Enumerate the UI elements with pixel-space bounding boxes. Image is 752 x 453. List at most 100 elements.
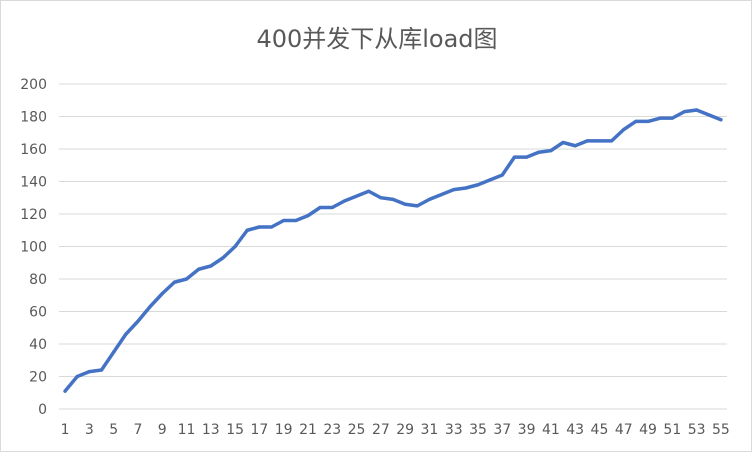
series-line-0 [63, 108, 723, 393]
x-tick-label: 3 [85, 422, 94, 438]
data-point [294, 218, 298, 223]
y-tick-label: 20 [29, 370, 47, 386]
y-tick-label: 100 [20, 240, 47, 256]
y-tick-label: 80 [29, 272, 47, 288]
data-point [439, 192, 444, 197]
y-tick-label: 40 [29, 337, 47, 353]
data-point [367, 189, 371, 193]
data-point [124, 332, 128, 336]
data-point [452, 188, 456, 192]
x-tick-label: 19 [275, 422, 293, 438]
x-tick-label: 33 [445, 422, 463, 438]
data-point [87, 370, 91, 374]
data-point [306, 214, 310, 218]
x-tick-label: 9 [158, 422, 167, 438]
x-tick-label: 29 [396, 422, 414, 438]
x-tick-label: 13 [202, 422, 220, 438]
data-point [112, 350, 116, 354]
x-tick-label: 21 [299, 422, 317, 438]
x-tick-label: 43 [566, 422, 584, 438]
x-tick-label: 27 [372, 422, 390, 438]
x-tick-label: 35 [469, 422, 487, 438]
x-tick-label: 15 [226, 422, 244, 438]
data-point [99, 368, 104, 372]
data-point [476, 183, 480, 187]
series-layer [63, 108, 723, 393]
data-point [707, 113, 711, 117]
data-point [561, 140, 565, 145]
data-point [403, 202, 407, 206]
x-tick-label: 25 [348, 422, 366, 438]
data-point [549, 149, 553, 153]
data-point [233, 244, 237, 249]
data-point [695, 108, 699, 112]
x-tick-labels: 1 3 5 7 9 11 13 15 17 19 21 23 25 27 29 31 33 35 37 39 41 43 4… [61, 422, 730, 438]
data-point [318, 205, 322, 210]
data-point [512, 155, 517, 159]
data-point [391, 197, 395, 201]
data-point [136, 319, 140, 323]
data-point [658, 116, 662, 120]
x-tick-label: 53 [688, 422, 706, 438]
data-point [282, 218, 286, 223]
y-tick-label: 200 [20, 77, 47, 93]
data-point [197, 267, 201, 271]
x-tick-label: 31 [421, 422, 439, 438]
data-point [354, 194, 359, 198]
data-point [427, 197, 432, 201]
data-point [682, 110, 687, 114]
x-tick-label: 17 [250, 422, 268, 438]
y-tick-labels: 0 20 40 60 80 100 120 140 160 180 200 [20, 77, 47, 418]
x-tick-label: 5 [109, 422, 118, 438]
y-tick-label: 160 [20, 142, 47, 158]
data-point [573, 144, 577, 148]
x-tick-label: 49 [639, 422, 657, 438]
gridlines [59, 83, 727, 410]
data-point [379, 196, 383, 200]
y-tick-label: 180 [20, 110, 47, 126]
x-tick-label: 23 [323, 422, 341, 438]
data-point [330, 205, 334, 210]
y-tick-label: 140 [20, 175, 47, 191]
x-tick-label: 55 [712, 422, 730, 438]
x-tick-label: 51 [663, 422, 681, 438]
data-point [719, 118, 723, 122]
data-point [464, 186, 468, 190]
data-point [245, 228, 249, 232]
data-point [488, 178, 492, 182]
data-point [75, 374, 79, 379]
data-point [415, 204, 419, 208]
data-point [148, 305, 152, 309]
data-point [622, 127, 626, 132]
data-point [342, 199, 347, 203]
data-point [63, 389, 67, 393]
x-tick-label: 37 [493, 422, 511, 438]
data-point [537, 150, 541, 154]
data-point [184, 277, 189, 281]
data-point [585, 139, 589, 143]
data-point [646, 119, 650, 123]
y-tick-label: 60 [29, 305, 47, 321]
data-point [221, 256, 225, 260]
chart-title: 400并发下从库load图 [256, 25, 498, 53]
data-point [172, 280, 176, 284]
x-tick-label: 39 [518, 422, 536, 438]
x-tick-label: 47 [615, 422, 633, 438]
data-point [597, 139, 602, 143]
data-point [160, 292, 164, 296]
data-point [634, 119, 638, 123]
data-point [670, 116, 674, 120]
data-point [257, 225, 261, 229]
x-tick-label: 45 [591, 422, 609, 438]
data-point [525, 155, 529, 159]
data-point [209, 264, 213, 268]
x-tick-label: 41 [542, 422, 560, 438]
y-tick-label: 0 [38, 402, 47, 418]
y-tick-label: 120 [20, 207, 47, 223]
data-point [500, 173, 504, 177]
x-tick-label: 1 [61, 422, 70, 438]
x-tick-label: 11 [178, 422, 196, 438]
data-point [269, 225, 274, 229]
